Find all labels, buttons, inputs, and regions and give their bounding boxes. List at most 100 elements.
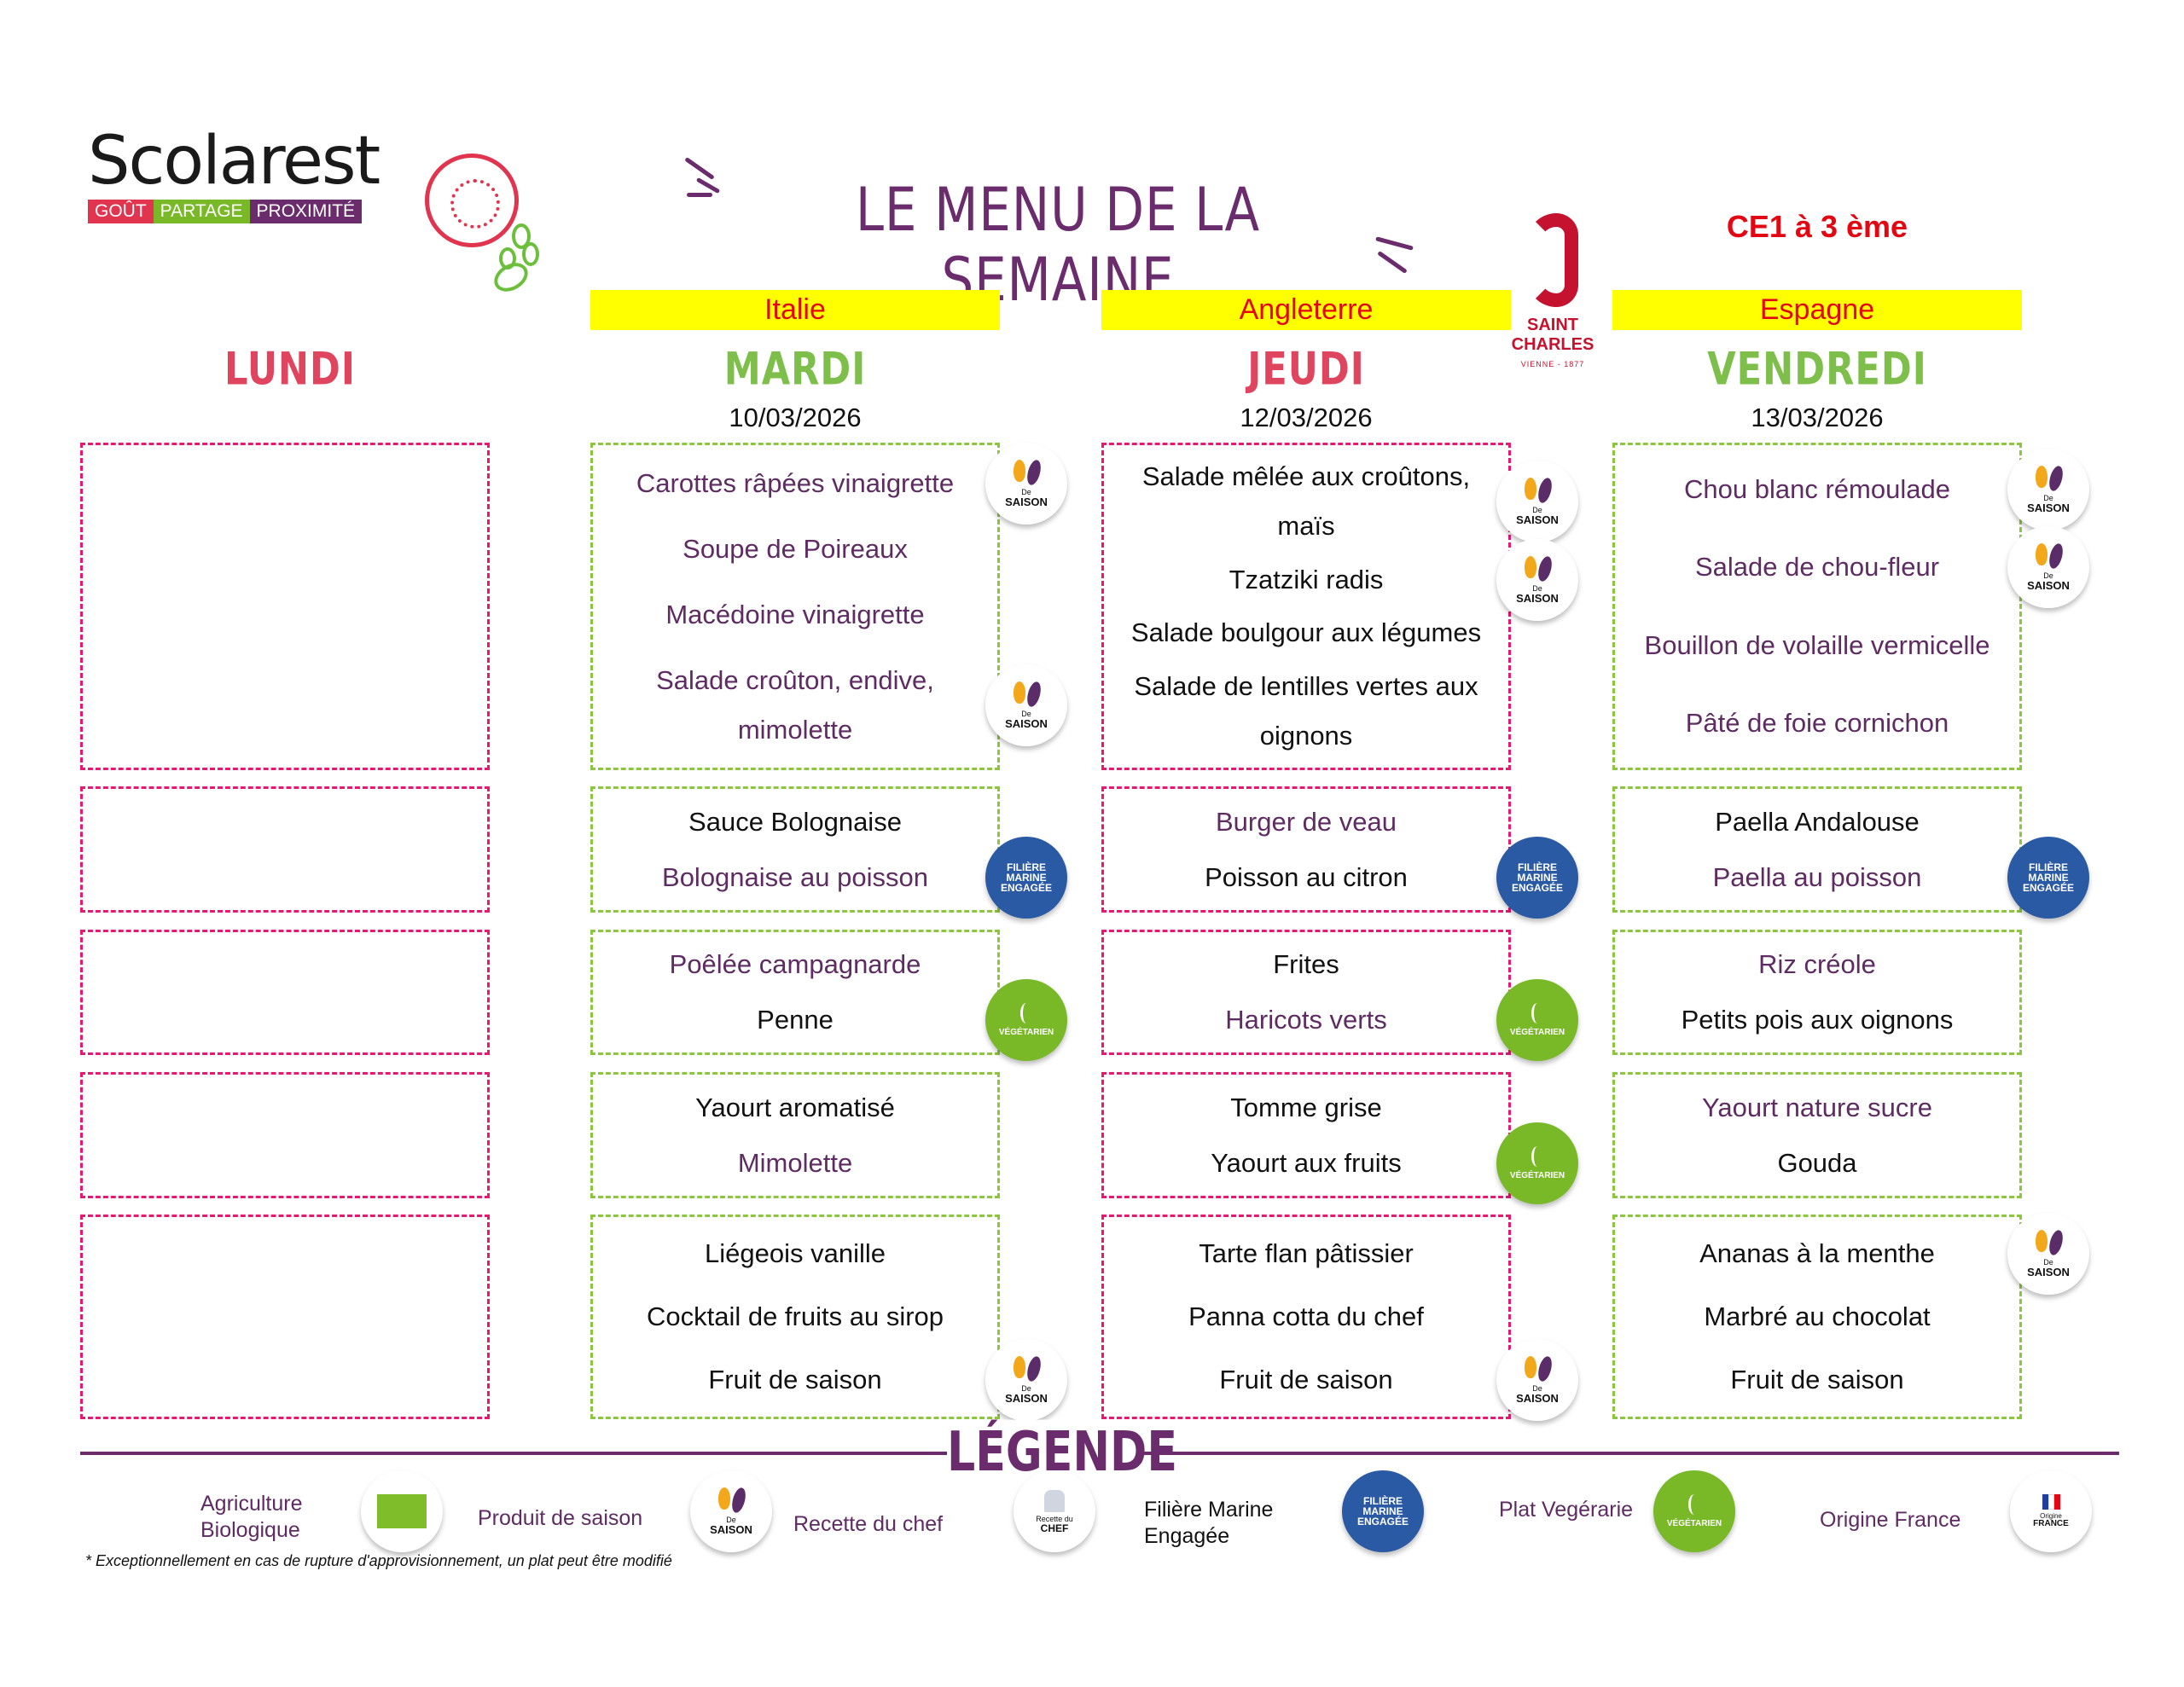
dish-name: Fruit de saison — [1730, 1365, 1904, 1394]
dish-name: Chou blanc rémoulade — [1684, 473, 1950, 504]
dish-name: Salade de lentilles vertes aux oignons — [1134, 670, 1478, 751]
menu-course-box: Yaourt aromatisé Mimolette — [590, 1072, 1000, 1198]
filiere-marine-badge: FILIÈRE MARINE ENGAGÉE — [1496, 836, 1578, 919]
dish-name: Paella au poisson — [1712, 861, 1922, 892]
menu-item: Fruit de saison De SAISON — [1104, 1339, 1578, 1421]
menu-item: Carottes râpées vinaigrette De SAISON — [593, 442, 1067, 525]
dish-name: Mimolette — [737, 1147, 853, 1178]
dish-name: Tzatziki radis — [1228, 564, 1384, 594]
filiere-marine-badge: FILIÈRE MARINE ENGAGÉE — [985, 836, 1067, 919]
day-name: LUNDI — [224, 343, 356, 396]
vegetarian-badge: VÉGÉTARIEN — [1496, 978, 1578, 1061]
dish-name: Salade mêlée aux croûtons, maïs — [1141, 461, 1471, 542]
country-theme-2: Angleterre — [1101, 290, 1511, 330]
tomato-illustration — [425, 154, 519, 247]
seasonal-product-badge: De SAISON — [985, 664, 1067, 746]
dish-name: Cocktail de fruits au sirop — [646, 1301, 944, 1331]
menu-item: Petits pois aux oignons — [1615, 995, 2019, 1045]
menu-course-box: Burger de veau Poisson au citron FILIÈRE M… — [1101, 786, 1578, 919]
seasonal-product-badge: De SAISON — [2007, 526, 2089, 609]
menu-course-box — [80, 930, 490, 1055]
seasonal-product-badge: De SAISON — [1496, 538, 1578, 621]
seasonal-product-badge: De SAISON — [1496, 1339, 1578, 1421]
menu-item: Pâté de foie cornichon — [1615, 699, 2019, 748]
menu-item: Tzatziki radis De SAISON — [1104, 538, 1578, 621]
dish-name: Tomme grise — [1230, 1092, 1382, 1122]
menu-item: Macédoine vinaigrette — [593, 590, 997, 640]
menu-course-box — [80, 1072, 490, 1198]
seasonal-product-badge: De SAISON — [690, 1470, 772, 1552]
decoration-dash — [1375, 236, 1414, 251]
menu-item: Riz créole — [1615, 940, 2019, 989]
menu-item: Yaourt aux fruits VÉGÉTARIEN — [1104, 1122, 1578, 1204]
dish-name: Yaourt aux fruits — [1211, 1147, 1402, 1178]
dish-name: Petits pois aux oignons — [1681, 1004, 1954, 1035]
dish-name: Salade boulgour aux légumes — [1130, 617, 1482, 648]
country-theme-3: Espagne — [1612, 290, 2022, 330]
menu-item: Poisson au citron FILIÈRE MARINE ENGAGÉE — [1104, 836, 1578, 919]
legend-label: Produit de saison — [478, 1506, 643, 1530]
dish-name: Bouillon de volaille vermicelle — [1644, 629, 1990, 660]
brand-tag: PARTAGE — [153, 200, 250, 223]
menu-item: Panna cotta du chef — [1104, 1292, 1508, 1342]
vegetarian-badge: VÉGÉTARIEN — [985, 978, 1067, 1061]
menu-item: Bouillon de volaille vermicelle — [1615, 621, 2019, 670]
dish-name: Pâté de foie cornichon — [1685, 708, 1949, 739]
menu-course-box: Carottes râpées vinaigrette De SAISON Soupe… — [590, 442, 1067, 770]
decoration-dash — [687, 193, 712, 197]
seasonal-product-badge: De SAISON — [985, 442, 1067, 525]
dish-name: Liégeois vanille — [705, 1238, 886, 1268]
menu-item: Ananas à la menthe De SAISON — [1615, 1213, 2089, 1295]
menu-item: Sauce Bolognaise — [593, 797, 997, 847]
menu-item: Soupe de Poireaux — [593, 525, 997, 574]
day-name: VENDREDI — [1707, 343, 1927, 396]
legend-label: Filière Marine Engagée — [1144, 1498, 1274, 1548]
dish-name: Haricots verts — [1225, 1004, 1387, 1035]
dish-name: Yaourt aromatisé — [695, 1092, 895, 1122]
menu-course-box: Riz créole Petits pois aux oignons — [1612, 930, 2022, 1055]
dish-name: Poisson au citron — [1205, 861, 1408, 892]
organic-badge — [361, 1470, 443, 1552]
pea-icon — [522, 242, 539, 266]
day-date: 10/03/2026 — [729, 403, 862, 432]
menu-course-box: Paella Andalouse Paella au poisson FILIÈRE… — [1612, 786, 2089, 919]
menu-item: Liégeois vanille — [593, 1229, 997, 1278]
menu-item: Tomme grise — [1104, 1083, 1508, 1133]
menu-item: Frites — [1104, 940, 1508, 989]
menu-item: Penne VÉGÉTARIEN — [593, 978, 1067, 1061]
dish-name: Bolognaise au poisson — [662, 861, 928, 892]
pea-icon — [512, 223, 531, 249]
menu-item: Paella au poisson FILIÈRE MARINE ENGAGÉE — [1615, 836, 2089, 919]
seasonal-product-badge: De SAISON — [985, 1339, 1067, 1421]
menu-item: Paella Andalouse — [1615, 797, 2019, 847]
seasonal-product-badge: De SAISON — [1496, 461, 1578, 543]
dish-name: Tarte flan pâtissier — [1199, 1238, 1414, 1268]
legend-label: Origine France — [1820, 1508, 1961, 1532]
dish-name: Panna cotta du chef — [1188, 1301, 1424, 1331]
dish-name: Riz créole — [1758, 949, 1876, 980]
menu-course-box: Frites Haricots verts VÉGÉTARIEN — [1101, 930, 1578, 1061]
menu-course-box — [80, 786, 490, 913]
dish-name: Poêlée campagnarde — [669, 949, 921, 980]
dish-name: Yaourt nature sucre — [1702, 1092, 1932, 1122]
dish-name: Marbré au chocolat — [1704, 1301, 1931, 1331]
menu-item: Haricots verts VÉGÉTARIEN — [1104, 978, 1578, 1061]
menu-course-box: Ananas à la menthe De SAISON Marbré au choc… — [1612, 1213, 2089, 1419]
menu-course-box: Poêlée campagnarde Penne VÉGÉTARIEN — [590, 930, 1067, 1061]
saint-charles-mark — [1527, 213, 1578, 307]
brand-tag: PROXIMITÉ — [249, 200, 363, 223]
menu-item: Burger de veau — [1104, 797, 1508, 847]
seasonal-product-badge: De SAISON — [2007, 448, 2089, 530]
dish-name: Frites — [1273, 949, 1339, 980]
menu-item: Yaourt nature sucre — [1615, 1083, 2019, 1133]
menu-course-box — [80, 1215, 490, 1419]
saint-charles-logo: SAINT CHARLES VIENNE - 1877 — [1497, 213, 1608, 368]
dish-name: Soupe de Poireaux — [682, 533, 908, 564]
vegetarian-badge: VÉGÉTARIEN — [1496, 1122, 1578, 1204]
menu-item: Tarte flan pâtissier — [1104, 1229, 1508, 1278]
menu-item: Mimolette — [593, 1139, 997, 1188]
menu-course-box: Salade mêlée aux croûtons, maïs De SAISON T… — [1101, 443, 1578, 770]
menu-item: Fruit de saison De SAISON — [593, 1339, 1067, 1421]
dish-name: Gouda — [1777, 1147, 1857, 1178]
menu-item: Salade boulgour aux légumes — [1104, 608, 1508, 658]
